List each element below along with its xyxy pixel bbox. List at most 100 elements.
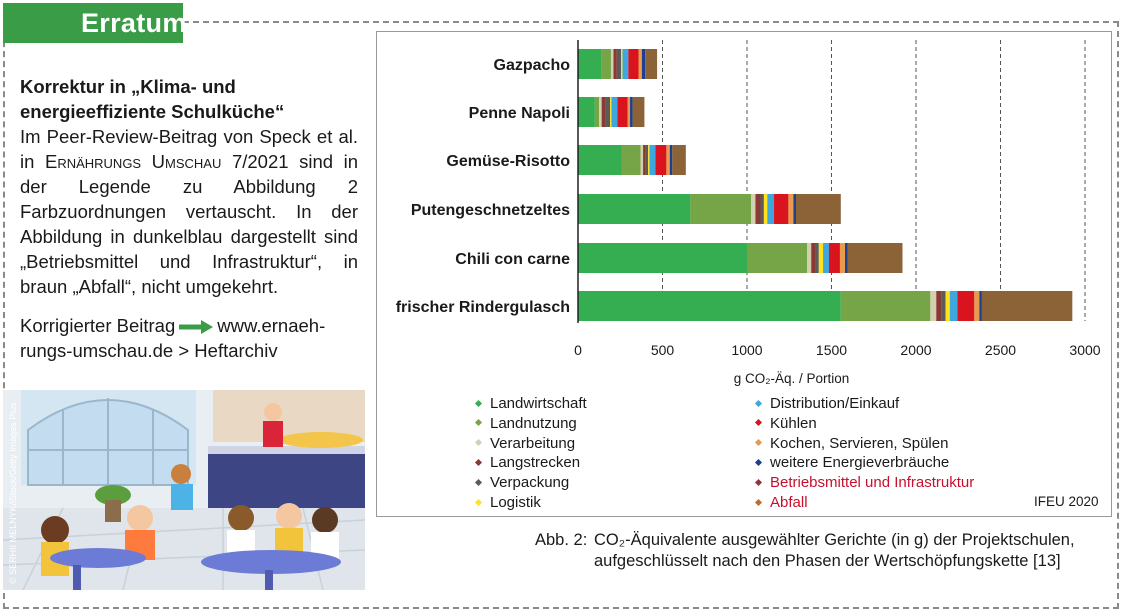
x-tick-label: 3000	[1069, 342, 1100, 358]
legend-item: Betriebsmittel und Infrastruktur	[754, 473, 974, 493]
bar-segment	[610, 49, 614, 79]
legend-item: Kühlen	[754, 414, 974, 434]
school-cafeteria-illustration	[3, 390, 365, 590]
category-label: Gazpacho	[494, 57, 571, 74]
bar-segment	[818, 243, 824, 273]
legend-label: Distribution/Einkauf	[770, 395, 900, 412]
bar-segment	[806, 243, 812, 273]
category-label: Chili con carne	[455, 251, 570, 268]
x-tick-label: 0	[574, 342, 582, 358]
legend-label: Betriebsmittel und Infrastruktur	[770, 474, 975, 492]
bar-segment	[815, 243, 819, 273]
bar-segment	[640, 145, 644, 175]
x-tick-label: 1000	[731, 342, 762, 358]
legend-marker-icon	[754, 498, 763, 506]
bar-segment	[941, 291, 946, 321]
legend-marker-icon	[474, 399, 483, 407]
legend-label: Langstrecken	[490, 454, 581, 472]
bar-segment	[599, 97, 602, 127]
link-prefix: Korrigierter Beitrag	[20, 315, 176, 336]
article-body: Im Peer-Review-Beitrag von Speck et al. …	[20, 124, 358, 299]
erratum-tag: Erratum	[3, 3, 186, 43]
legend-item: Distribution/Einkauf	[754, 394, 974, 414]
bar-segment	[949, 291, 958, 321]
bar-segment	[774, 194, 789, 224]
category-label: Putengeschnetzeltes	[411, 202, 570, 219]
x-tick-label: 2000	[900, 342, 931, 358]
legend-item: Landwirtschaft	[474, 394, 587, 414]
legend-marker-icon	[754, 458, 763, 466]
bar-segment	[690, 194, 752, 224]
bar-segment	[655, 145, 667, 175]
bar-segment	[788, 194, 794, 224]
bar-segment	[840, 291, 931, 321]
bar-segment	[839, 243, 846, 273]
body-part-2: 7/2021 sind in der Legende zu Abbildung …	[20, 151, 359, 297]
legend-item: weitere Energieverbräuche	[754, 453, 974, 473]
bar-segment	[632, 97, 645, 127]
bar-segment	[823, 243, 829, 273]
x-tick-label: 1500	[816, 342, 847, 358]
bar-segment	[649, 145, 656, 175]
link-url[interactable]: www.ernaeh­rungs-umschau.de > Heftarchiv	[20, 315, 326, 361]
bar-segment	[930, 291, 937, 321]
legend-column-2: Distribution/Einkauf Kühlen Kochen, Servie…	[754, 394, 974, 513]
legend-marker-icon	[754, 399, 763, 407]
bar-segment	[755, 194, 761, 224]
bar-segment	[578, 291, 841, 321]
legend-marker-icon	[474, 478, 483, 486]
bar-segment	[981, 291, 1073, 321]
bar-segment	[594, 97, 600, 127]
image-credit: © SERHII MELNYK/iStock/Getty Images Plus	[8, 402, 18, 584]
bar-segment	[601, 49, 611, 79]
bar-segment	[630, 97, 633, 127]
bar-segment	[669, 145, 673, 175]
bar-segment	[641, 49, 646, 79]
bar-segment	[936, 291, 942, 321]
legend-item: Verpackung	[474, 473, 587, 493]
bar-segment	[578, 97, 595, 127]
bar-segment	[811, 243, 816, 273]
bar-segment	[767, 194, 775, 224]
caption-label: Abb. 2:	[535, 531, 588, 549]
bar-segment	[760, 194, 764, 224]
legend-marker-icon	[754, 419, 763, 427]
bar-segment	[621, 49, 623, 79]
source-note: IFEU 2020	[1034, 494, 1099, 509]
legend-label: Verarbeitung	[490, 434, 576, 452]
bar-segment	[945, 291, 950, 321]
bar-segment	[611, 97, 618, 127]
legend-item: Langstrecken	[474, 453, 587, 473]
bar-segment	[638, 49, 642, 79]
bar-segment	[828, 243, 840, 273]
legend-label: Abfall	[770, 493, 808, 511]
legend-marker-icon	[754, 478, 763, 486]
legend-item: Kochen, Servieren, Spülen	[754, 434, 974, 454]
legend-label: Kochen, Servieren, Spülen	[770, 434, 949, 452]
legend-marker-icon	[474, 439, 483, 447]
bar-segment	[845, 243, 848, 273]
x-tick-label: 500	[651, 342, 675, 358]
bar-segment	[974, 291, 980, 321]
legend-label: Verpackung	[490, 474, 570, 492]
legend-label: Landwirtschaft	[490, 395, 587, 412]
bar-segment	[796, 194, 841, 224]
x-tick-label: 2500	[985, 342, 1016, 358]
legend-marker-icon	[474, 498, 483, 506]
body-part-1: Im Peer-Review-Beitrag von Speck et al. …	[20, 126, 358, 172]
bar-segment	[578, 194, 691, 224]
legend-item: Verarbeitung	[474, 434, 587, 454]
bar-segment	[601, 97, 606, 127]
bar-segment	[622, 49, 629, 79]
bar-segment	[979, 291, 982, 321]
bar-segment	[751, 194, 756, 224]
chart-panel	[376, 31, 1112, 517]
caption-text: CO₂-Äquivalente ausgewählter Gerichte (i…	[594, 531, 1075, 570]
bar-segment	[578, 145, 622, 175]
journal-name: Ernährungs Umschau	[44, 151, 222, 172]
legend-label: weitere Energieverbräuche	[770, 454, 950, 472]
legend-column-1: Landwirtschaft Landnutzung Verarbeitung Lan…	[474, 394, 587, 513]
bar-segment	[613, 49, 617, 79]
bar-segment	[616, 49, 622, 79]
